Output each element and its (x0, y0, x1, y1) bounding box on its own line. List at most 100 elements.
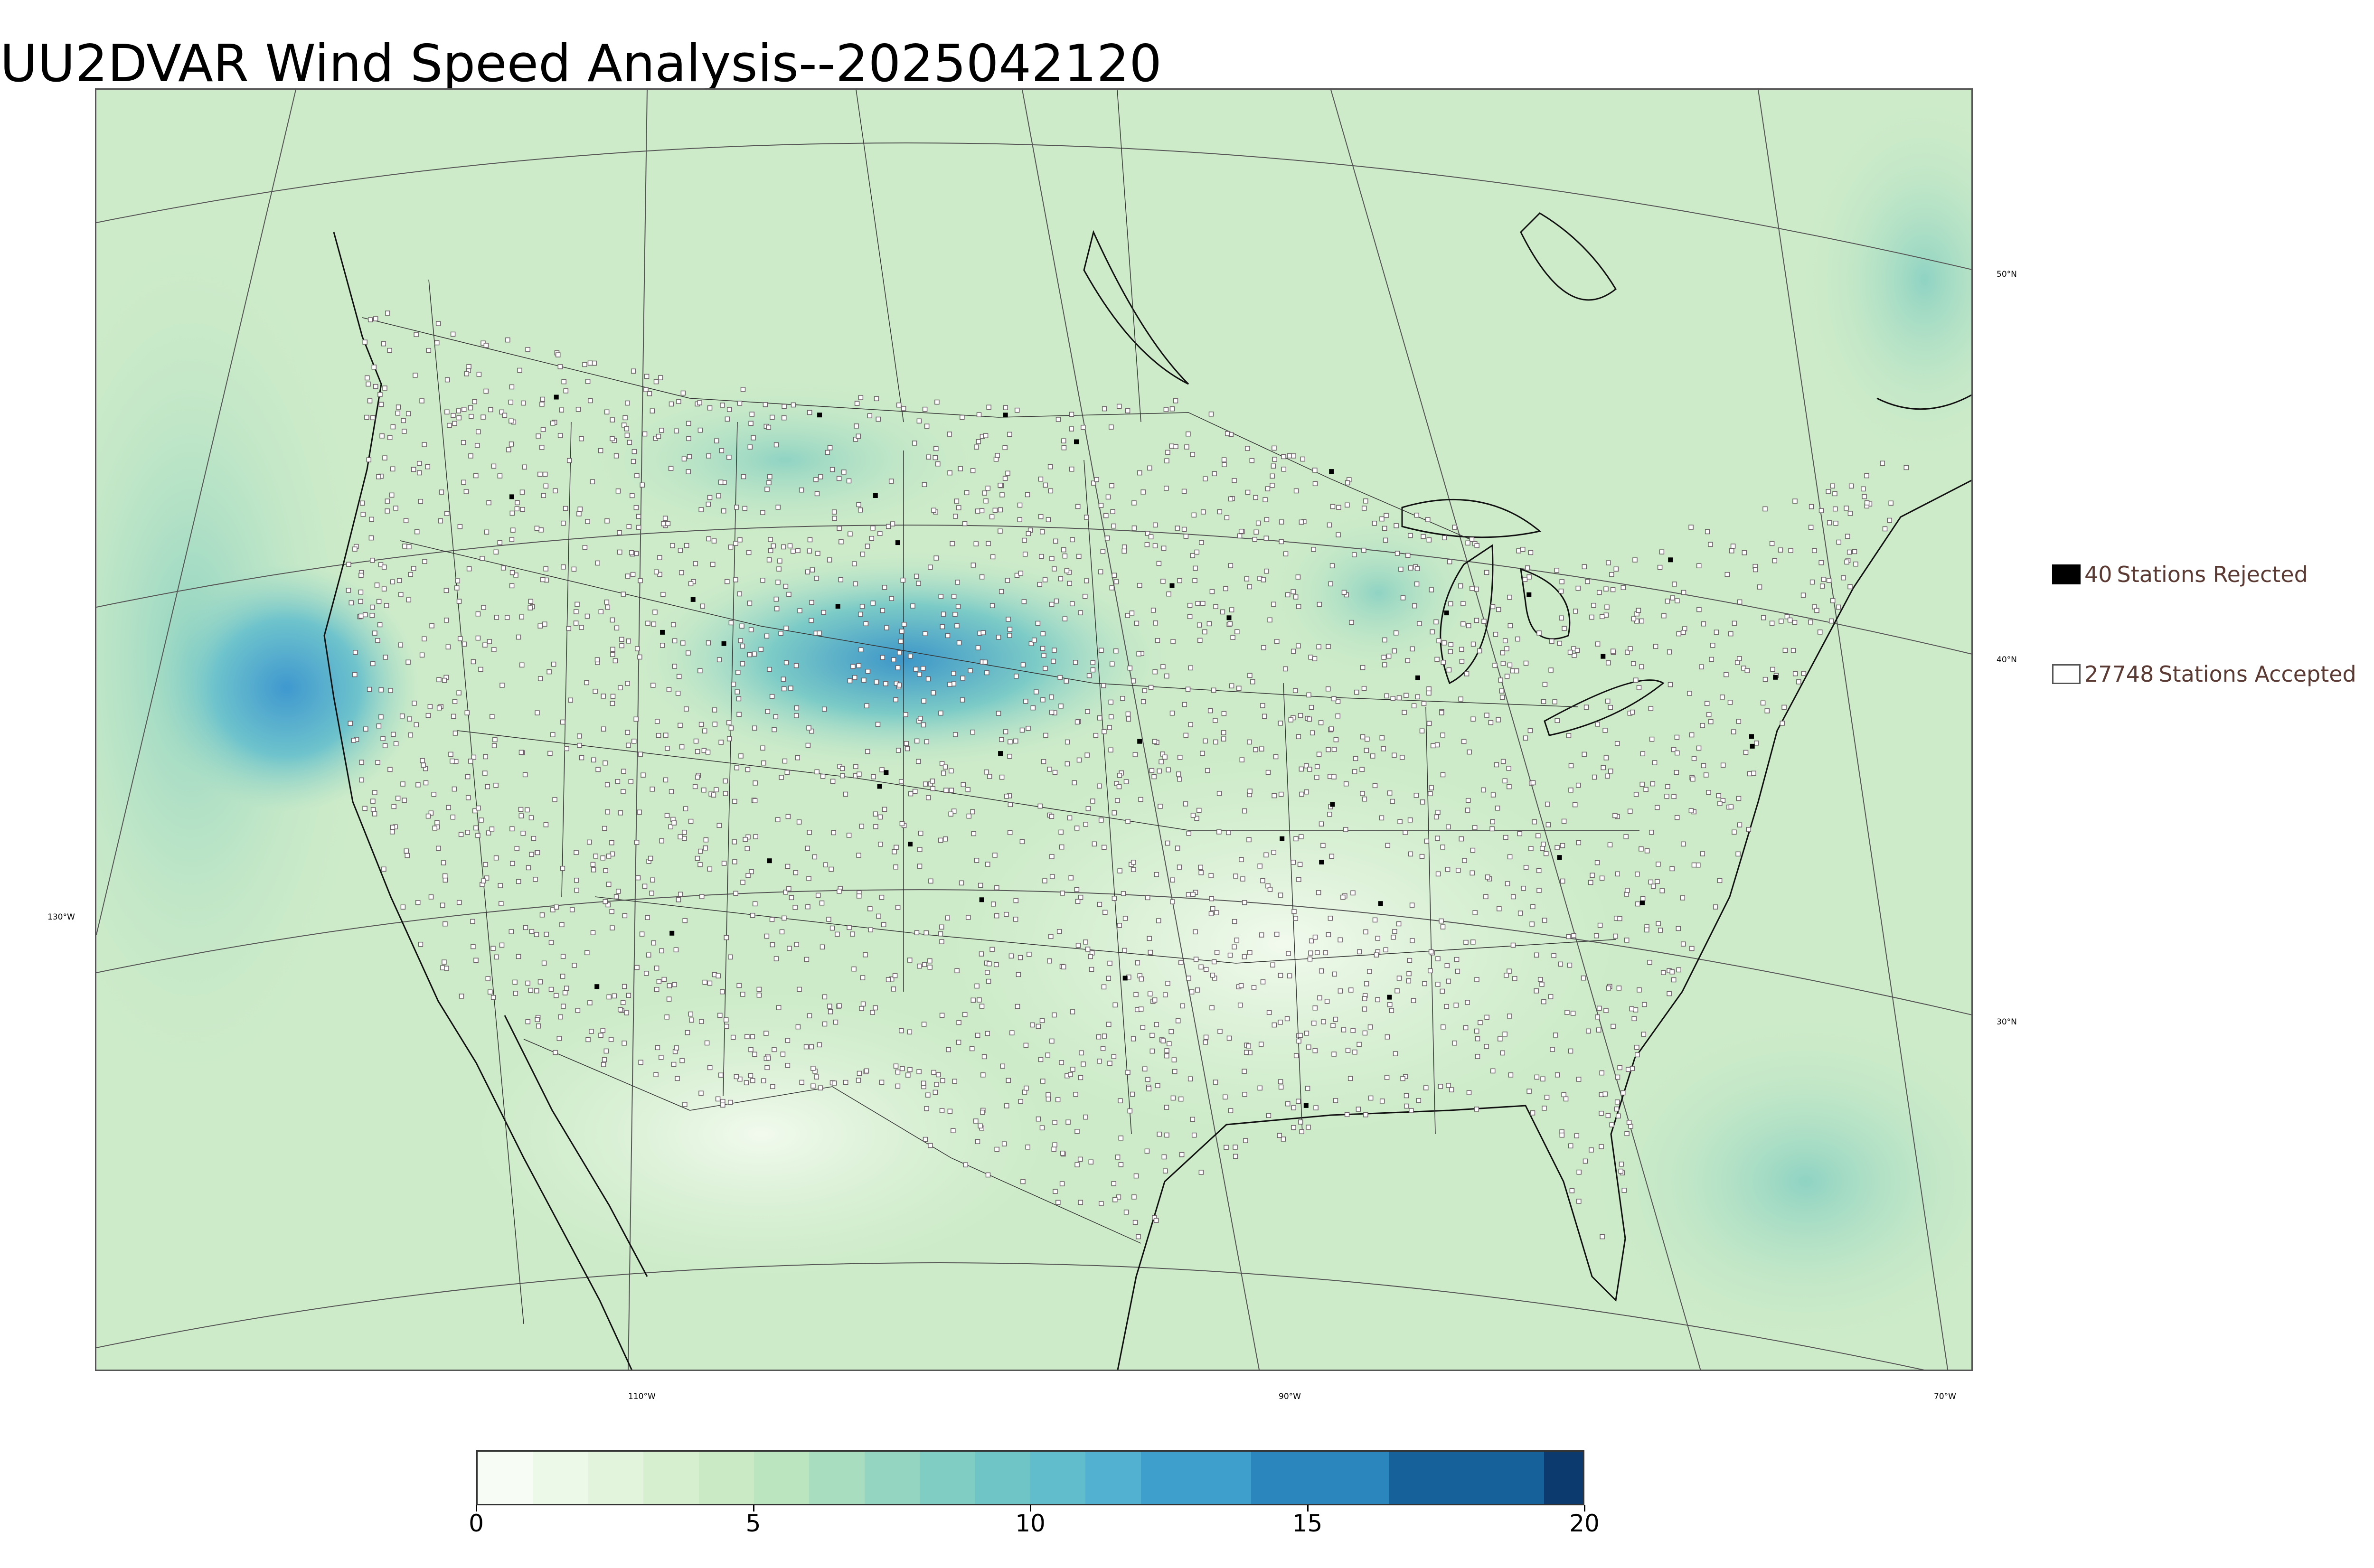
accepted-station-marker (1312, 656, 1318, 661)
accepted-station-marker (1024, 1085, 1029, 1091)
accepted-station-marker (1178, 1096, 1184, 1102)
accepted-station-marker (621, 423, 627, 428)
accepted-station-marker (876, 416, 881, 422)
accepted-station-marker (1299, 791, 1304, 797)
accepted-station-marker (1085, 806, 1091, 811)
accepted-station-marker (781, 544, 786, 550)
accepted-station-marker (1676, 926, 1681, 931)
accepted-station-marker (938, 710, 943, 716)
accepted-station-marker (1603, 586, 1609, 592)
accepted-station-marker (1648, 706, 1654, 711)
accepted-station-marker (476, 429, 481, 434)
accepted-station-marker (956, 1020, 961, 1025)
accepted-station-marker (660, 643, 665, 648)
accepted-station-marker (1052, 1012, 1057, 1018)
accepted-station-marker (1291, 648, 1296, 654)
accepted-station-marker (770, 414, 775, 420)
accepted-station-marker (1742, 550, 1747, 555)
accepted-station-marker (773, 714, 779, 720)
accepted-station-marker (963, 1162, 968, 1168)
accepted-station-marker (1112, 1197, 1118, 1202)
accepted-station-marker (847, 925, 852, 930)
accepted-station-marker (1114, 781, 1119, 786)
accepted-station-marker (584, 680, 589, 685)
accepted-station-marker (1392, 929, 1397, 934)
accepted-station-marker (1348, 987, 1354, 993)
accepted-station-marker (1142, 688, 1148, 693)
accepted-station-marker (574, 887, 579, 893)
accepted-station-marker (646, 952, 651, 958)
accepted-station-marker (1508, 1072, 1514, 1078)
accepted-station-marker (831, 509, 837, 515)
accepted-station-marker (1717, 878, 1723, 883)
accepted-station-marker (1278, 1084, 1284, 1090)
accepted-station-marker (1448, 649, 1453, 654)
accepted-station-marker (358, 573, 364, 578)
accepted-station-marker (481, 878, 486, 883)
accepted-station-marker (752, 1052, 757, 1057)
state-line-5 (723, 422, 738, 1097)
accepted-station-marker (1478, 1020, 1483, 1025)
accepted-station-marker (778, 630, 783, 636)
accepted-station-marker (1157, 768, 1162, 774)
accepted-station-marker (1847, 511, 1853, 516)
accepted-station-marker (1309, 704, 1314, 710)
accepted-station-marker (780, 1052, 786, 1057)
parallel-40n (96, 525, 1971, 655)
accepted-station-marker (1326, 747, 1331, 752)
accepted-station-marker (916, 1069, 922, 1074)
accepted-station-marker (1696, 745, 1702, 751)
accepted-station-marker (1353, 756, 1358, 761)
accepted-station-marker (1390, 798, 1395, 804)
accepted-station-marker (1234, 629, 1240, 635)
accepted-station-marker (1782, 648, 1788, 653)
accepted-station-marker (980, 1109, 985, 1115)
accepted-station-marker (1046, 1092, 1051, 1098)
accepted-station-marker (1636, 608, 1641, 613)
accepted-station-marker (1676, 967, 1681, 973)
accepted-station-marker (1075, 504, 1081, 509)
accepted-station-marker (645, 915, 650, 920)
accepted-station-marker (731, 681, 736, 687)
accepted-station-marker (1191, 512, 1197, 518)
accepted-station-marker (518, 813, 524, 818)
accepted-station-marker (1103, 513, 1109, 518)
accepted-station-marker (914, 930, 920, 936)
accepted-station-marker (1228, 1108, 1234, 1113)
accepted-station-marker (933, 555, 939, 561)
accepted-station-marker (1242, 808, 1247, 814)
accepted-station-marker (1006, 617, 1011, 622)
accepted-station-marker (924, 1106, 929, 1111)
accepted-station-marker (610, 925, 615, 930)
accepted-station-marker (1083, 822, 1088, 827)
accepted-station-marker (1566, 934, 1571, 939)
accepted-station-marker (735, 689, 740, 695)
accepted-station-marker (1731, 729, 1736, 734)
accepted-station-marker (490, 714, 495, 719)
accepted-station-marker (1650, 781, 1656, 787)
accepted-station-marker (1004, 793, 1009, 799)
accepted-station-marker (423, 780, 429, 786)
accepted-station-marker (1092, 841, 1097, 847)
accepted-station-marker (1620, 1090, 1626, 1096)
accepted-station-marker (1493, 631, 1498, 637)
accepted-station-marker (519, 614, 524, 620)
accepted-station-marker (414, 722, 419, 728)
accepted-station-marker (720, 989, 725, 995)
accepted-station-marker (418, 498, 423, 504)
accepted-station-marker (917, 864, 923, 869)
accepted-station-marker (631, 368, 636, 374)
accepted-station-marker (1481, 787, 1486, 793)
state-line-7 (1083, 460, 1132, 1135)
accepted-station-marker (1197, 638, 1203, 643)
rejected-station-marker (1122, 976, 1128, 981)
accepted-station-marker (1599, 875, 1605, 881)
accepted-station-marker (1464, 671, 1470, 676)
accepted-station-marker (1474, 543, 1479, 548)
accepted-station-marker (610, 436, 615, 441)
accepted-station-marker (1237, 1002, 1243, 1008)
accepted-station-marker (1424, 838, 1430, 844)
lake-huron (1520, 568, 1571, 640)
accepted-station-marker (1260, 878, 1265, 883)
accepted-station-marker (990, 554, 996, 560)
